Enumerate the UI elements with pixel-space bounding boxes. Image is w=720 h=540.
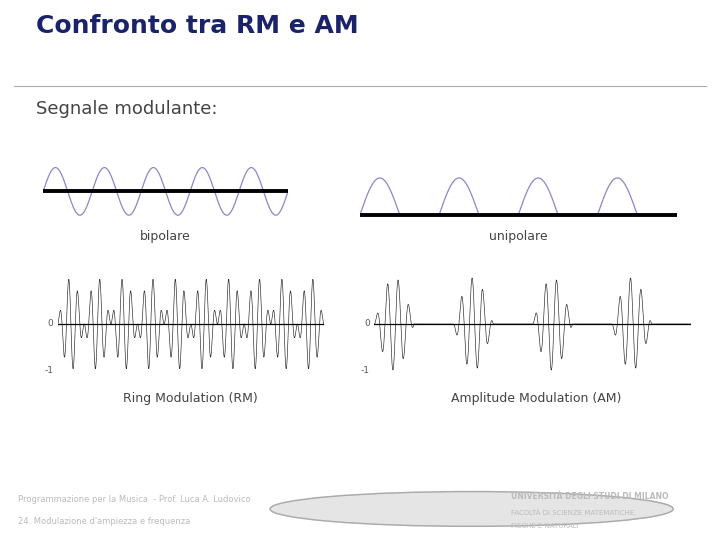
Text: Ring Modulation (RM): Ring Modulation (RM) (123, 392, 258, 406)
Text: Confronto tra RM e AM: Confronto tra RM e AM (36, 15, 359, 38)
Text: Programmazione per la Musica  - Prof. Luca A. Ludovico: Programmazione per la Musica - Prof. Luc… (18, 495, 251, 504)
Text: 0: 0 (48, 320, 53, 328)
Text: -1: -1 (45, 366, 53, 375)
Text: Amplitude Modulation (AM): Amplitude Modulation (AM) (451, 392, 621, 406)
Text: bipolare: bipolare (140, 230, 191, 244)
Text: FACOLTÀ DI SCIENZE MATEMATICHE,: FACOLTÀ DI SCIENZE MATEMATICHE, (511, 508, 636, 516)
Text: Segnale modulante:: Segnale modulante: (36, 100, 217, 118)
Text: 24. Modulazione d'ampiezza e frequenza: 24. Modulazione d'ampiezza e frequenza (18, 517, 190, 526)
Circle shape (270, 491, 673, 526)
Text: -1: -1 (361, 366, 369, 375)
Text: 0: 0 (364, 320, 369, 328)
Text: UNIVERSITÀ DEGLI STUDI DI MILANO: UNIVERSITÀ DEGLI STUDI DI MILANO (511, 492, 669, 501)
Text: unipolare: unipolare (489, 230, 548, 244)
Text: FISCHE E NATURALI: FISCHE E NATURALI (511, 523, 579, 529)
